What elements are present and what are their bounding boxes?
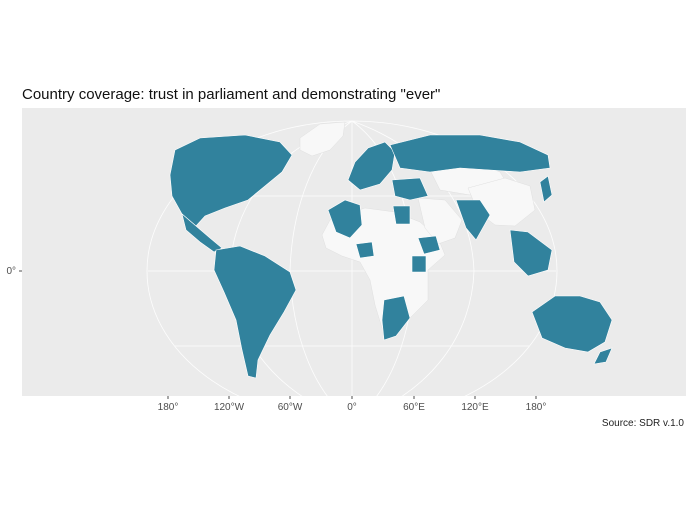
turkey-middle-east-shape [391,177,429,201]
x-tick-label-180w: 180° [158,402,179,413]
x-tick-label-180e: 180° [526,402,547,413]
x-tick-label-60w: 60°W [278,402,303,413]
source-caption: Source: SDR v.1.0 [601,418,684,429]
south-america-shape [213,245,297,379]
southeast-asia-shape [509,229,553,277]
india-shape [455,199,491,241]
ethiopia-shape [417,235,441,255]
x-axis: 180° 120°W 60°W 0° 60°E 120°E 180° [158,396,547,413]
kenya-shape [411,255,427,273]
y-axis: 0° [6,266,22,277]
x-tick-label-0: 0° [347,402,357,413]
north-america-shape [169,134,293,227]
greenland-shape [299,121,346,157]
covered-countries [169,134,613,379]
new-zealand-shape [593,347,613,365]
map-title: Country coverage: trust in parliament an… [22,86,441,103]
x-tick-label-60e: 60°E [403,402,425,413]
japan-shape [539,175,553,203]
x-tick-label-120e: 120°E [461,402,489,413]
x-tick-label-120w: 120°W [214,402,245,413]
australia-shape [531,295,613,353]
egypt-shape [392,205,411,225]
y-tick-label-0: 0° [6,266,16,277]
southern-africa-shape [381,295,411,341]
arabia-shape [417,197,463,245]
nigeria-shape [355,241,375,259]
north-africa-west-shape [327,199,363,239]
russia-shape [389,134,551,173]
